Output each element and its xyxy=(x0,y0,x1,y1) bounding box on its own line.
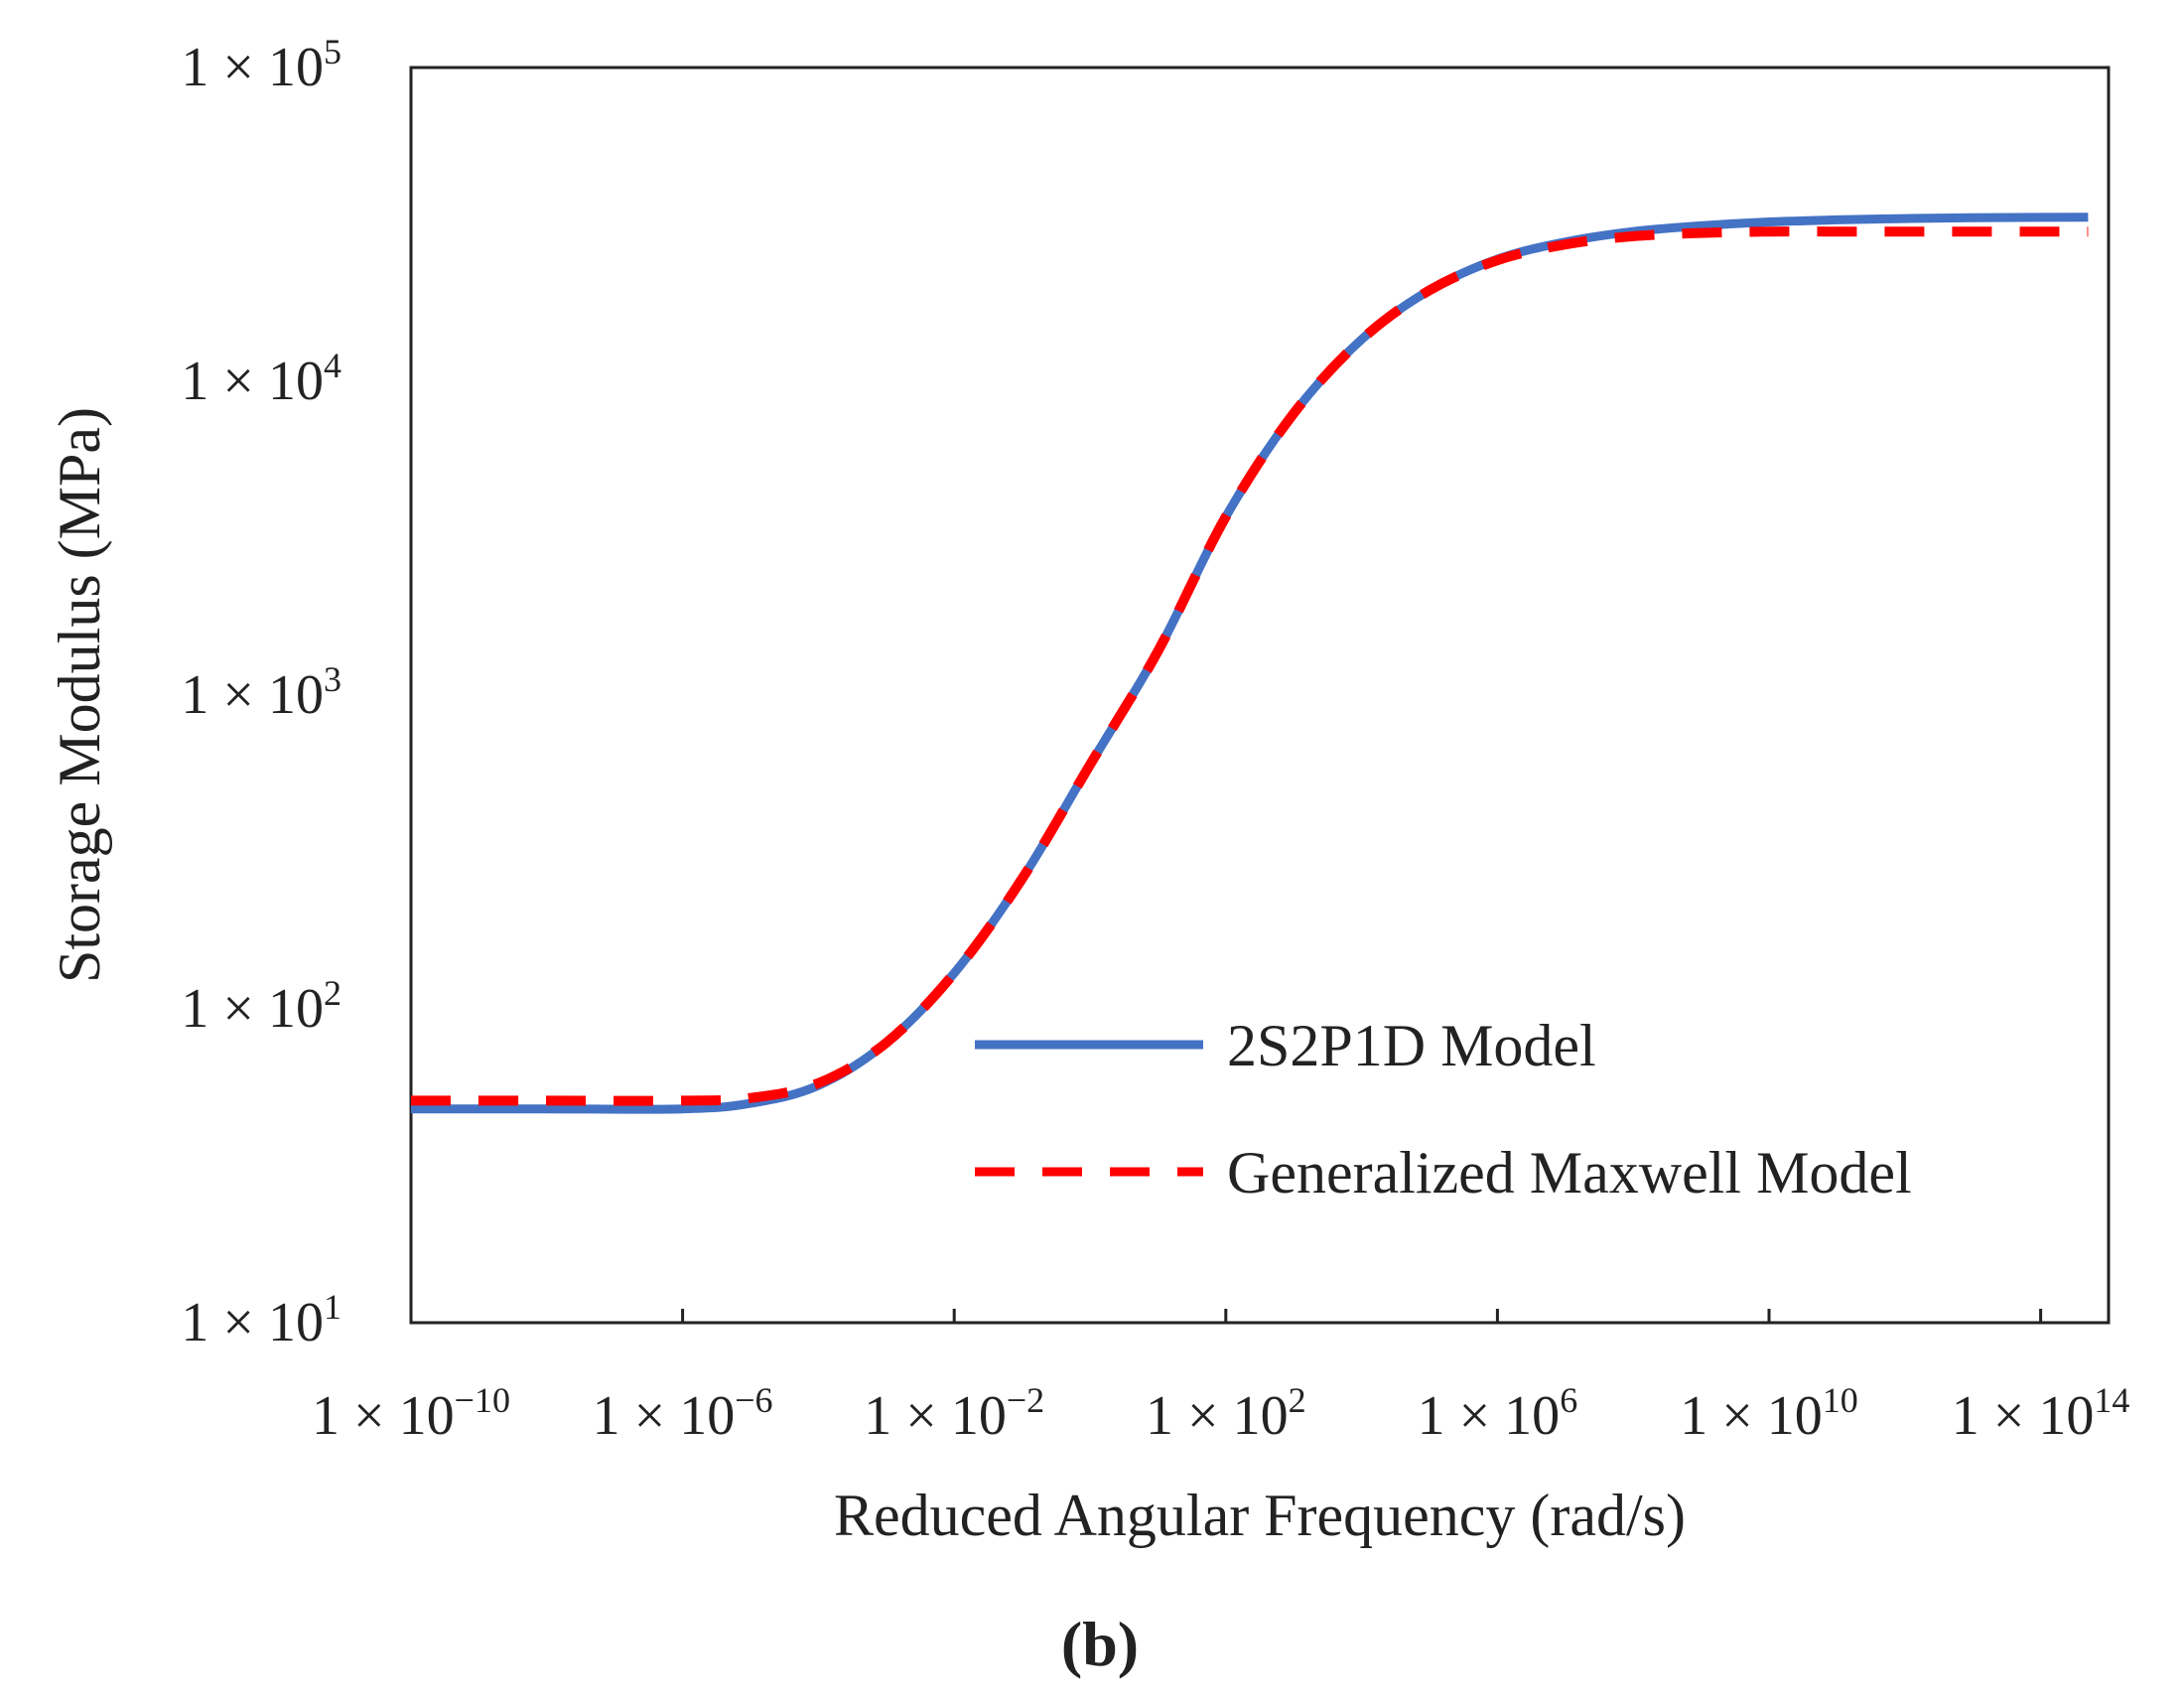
x-tick-label-coef: 1 × 10 xyxy=(1146,1385,1289,1447)
x-tick-label: 1 × 10−10 xyxy=(312,1380,510,1447)
x-tick-label-coef: 1 × 10 xyxy=(593,1385,736,1447)
y-tick-label-exp: 1 xyxy=(324,1287,341,1327)
x-tick-label: 1 × 1014 xyxy=(1952,1380,2130,1447)
series-layer xyxy=(411,213,2089,1114)
x-tick-label-exp: −2 xyxy=(1007,1380,1044,1420)
y-tick-label-coef: 1 × 10 xyxy=(181,664,324,726)
y-tick-label-coef: 1 × 10 xyxy=(181,978,324,1040)
x-tick-label-coef: 1 × 10 xyxy=(312,1385,455,1447)
y-tick-label: 1 × 104 xyxy=(181,346,341,412)
series-line-generalized-maxwell xyxy=(411,226,2089,1106)
x-tick-label: 1 × 10−6 xyxy=(593,1380,773,1447)
y-axis-title: Storage Modulus (MPa) xyxy=(47,407,112,983)
y-tick-label-exp: 3 xyxy=(324,659,341,699)
y-tick-label-coef: 1 × 10 xyxy=(181,351,324,412)
x-tick-label-coef: 1 × 10 xyxy=(864,1385,1007,1447)
legend-label-2s2p1d: 2S2P1D Model xyxy=(1227,1013,1596,1078)
panel-label: (b) xyxy=(1061,1609,1139,1679)
x-axis-ticks xyxy=(409,1309,2043,1323)
plot-area-frame xyxy=(409,66,2111,1325)
series-line-2s2p1d xyxy=(411,213,2089,1114)
y-tick-label: 1 × 103 xyxy=(181,659,341,726)
y-tick-label: 1 × 105 xyxy=(181,32,341,98)
x-tick-label-exp: 10 xyxy=(1823,1380,1858,1420)
x-tick-label-coef: 1 × 10 xyxy=(1680,1385,1823,1447)
panel-label-letter: b xyxy=(1082,1609,1118,1679)
y-tick-label-exp: 5 xyxy=(324,32,341,71)
y-tick-label-coef: 1 × 10 xyxy=(181,1292,324,1353)
x-tick-label-exp: 14 xyxy=(2094,1380,2129,1420)
y-tick-label: 1 × 101 xyxy=(181,1287,341,1353)
x-tick-label-coef: 1 × 10 xyxy=(1952,1385,2095,1447)
x-tick-label-exp: 6 xyxy=(1560,1380,1577,1420)
x-tick-label-exp: −10 xyxy=(455,1380,510,1420)
x-tick-label-coef: 1 × 10 xyxy=(1418,1385,1561,1447)
legend-label-generalized-maxwell: Generalized Maxwell Model xyxy=(1227,1140,1912,1206)
y-tick-label-coef: 1 × 10 xyxy=(181,37,324,98)
y-tick-label-exp: 4 xyxy=(324,346,341,385)
x-tick-label: 1 × 1010 xyxy=(1680,1380,1858,1447)
x-tick-label: 1 × 102 xyxy=(1146,1380,1306,1447)
legend: 2S2P1D Model Generalized Maxwell Model xyxy=(975,1013,1912,1206)
y-tick-label: 1 × 102 xyxy=(181,973,341,1040)
x-axis-title: Reduced Angular Frequency (rad/s) xyxy=(834,1483,1686,1548)
x-axis-tick-labels: 1 × 10−10 1 × 10−6 1 × 10−2 1 × 102 1 × 106 1… xyxy=(312,1380,2129,1447)
x-tick-label: 1 × 10−2 xyxy=(864,1380,1044,1447)
x-tick-label-exp: 2 xyxy=(1289,1380,1306,1420)
x-tick-label-exp: −6 xyxy=(735,1380,772,1420)
y-tick-label-exp: 2 xyxy=(324,973,341,1013)
x-tick-label: 1 × 106 xyxy=(1418,1380,1578,1447)
